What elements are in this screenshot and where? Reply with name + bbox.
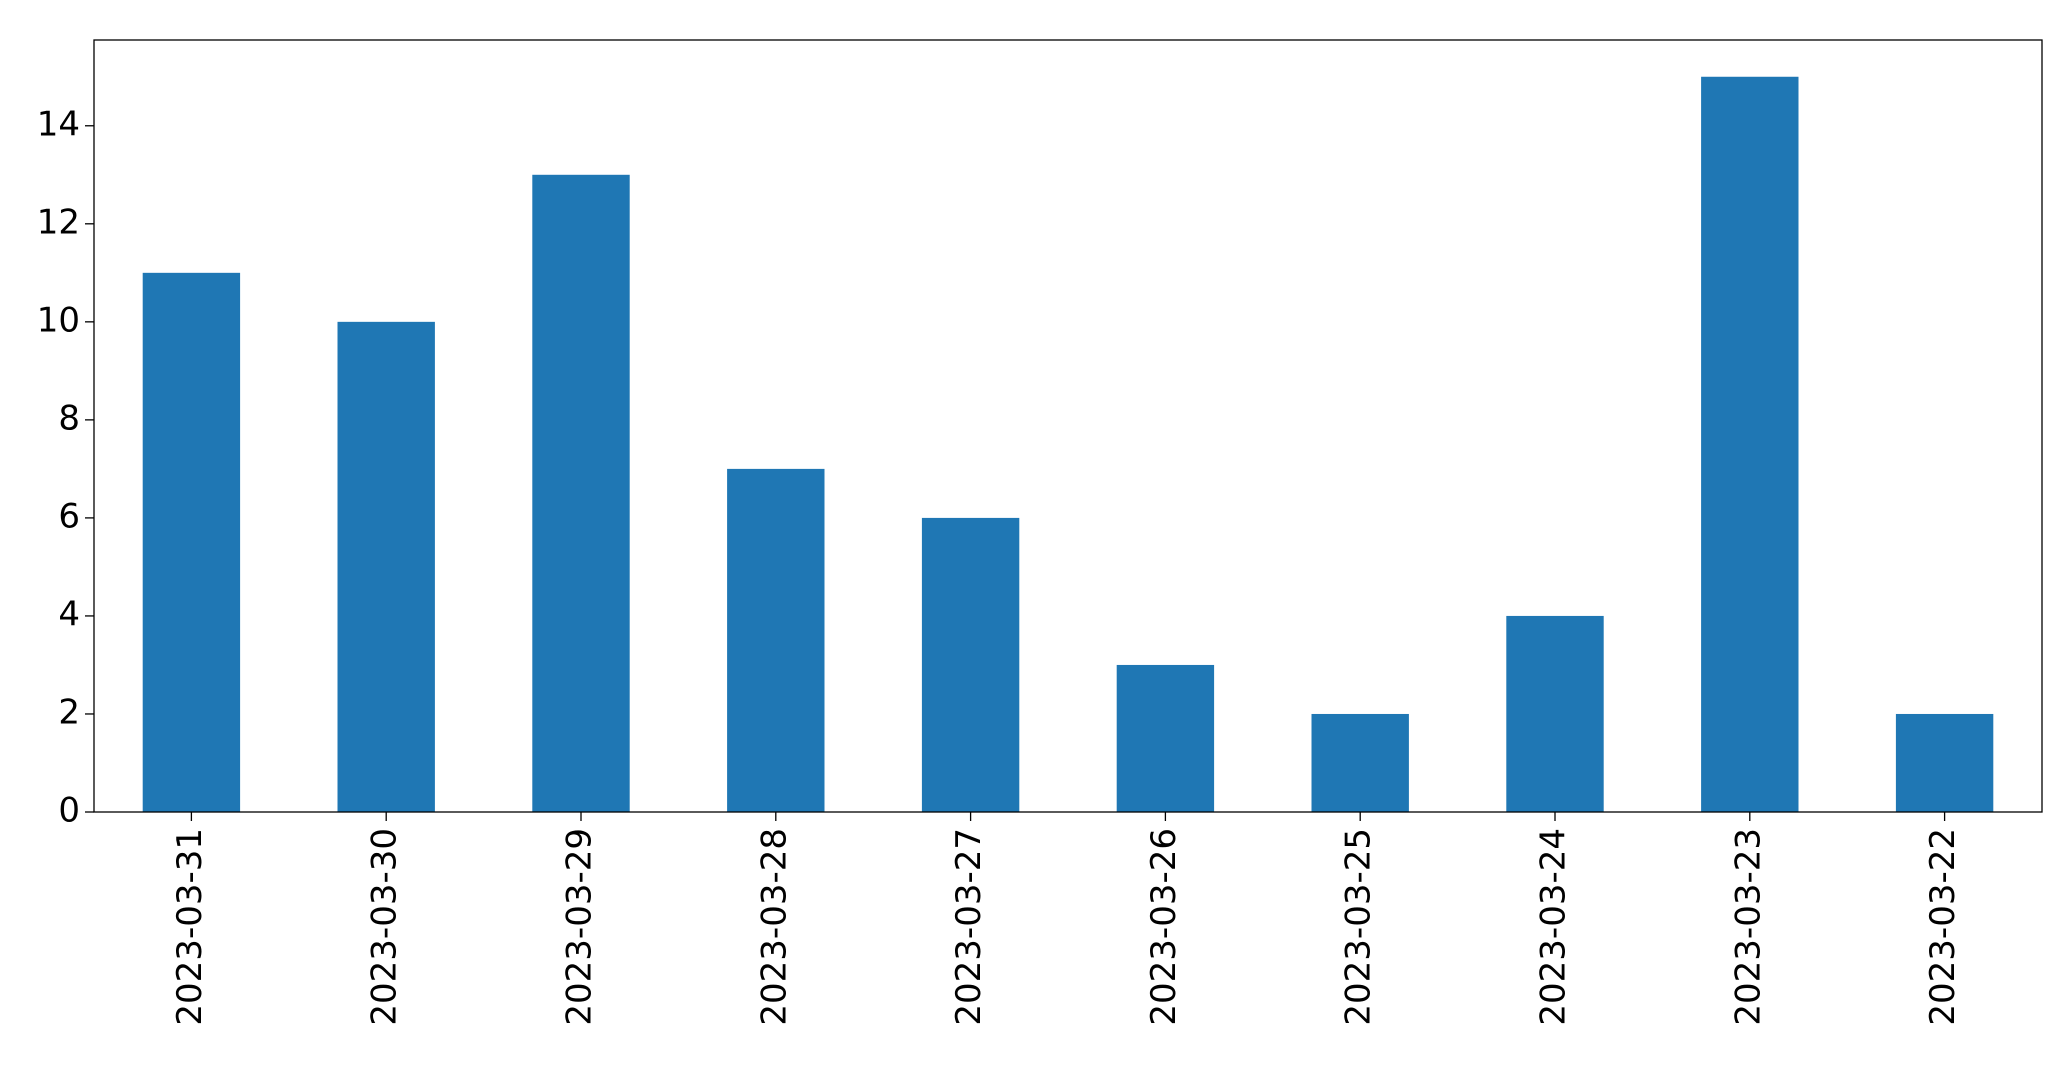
bar	[727, 468, 825, 812]
x-tick-label: 2023-03-25	[1339, 828, 1379, 1026]
bar	[532, 174, 630, 813]
y-tick-label: 12	[37, 202, 80, 242]
x-tick-label: 2023-03-26	[1144, 828, 1184, 1026]
x-tick-label: 2023-03-30	[365, 828, 405, 1026]
y-tick-label: 8	[58, 398, 80, 438]
bar	[337, 321, 435, 812]
bar	[1701, 76, 1799, 812]
x-tick-label: 2023-03-23	[1728, 828, 1768, 1026]
x-tick-label: 2023-03-27	[949, 828, 989, 1026]
y-tick-label: 6	[58, 496, 80, 536]
plot-frame	[93, 39, 2043, 813]
y-tick-label: 4	[58, 594, 80, 634]
y-tick-label: 0	[58, 791, 80, 831]
x-tick-label: 2023-03-28	[754, 828, 794, 1026]
bar	[921, 517, 1020, 812]
bar	[142, 272, 241, 812]
x-tick-label: 2023-03-22	[1923, 828, 1963, 1026]
bar	[1116, 664, 1215, 812]
x-tick-label: 2023-03-29	[560, 828, 600, 1026]
bar	[1506, 615, 1604, 812]
bar	[1895, 713, 1994, 812]
y-tick-label: 10	[37, 300, 80, 340]
bar	[1311, 713, 1409, 812]
y-tick-label: 14	[37, 104, 80, 144]
x-tick-label: 2023-03-24	[1534, 828, 1574, 1026]
x-tick-label: 2023-03-31	[170, 828, 210, 1026]
y-tick-label: 2	[58, 692, 80, 732]
